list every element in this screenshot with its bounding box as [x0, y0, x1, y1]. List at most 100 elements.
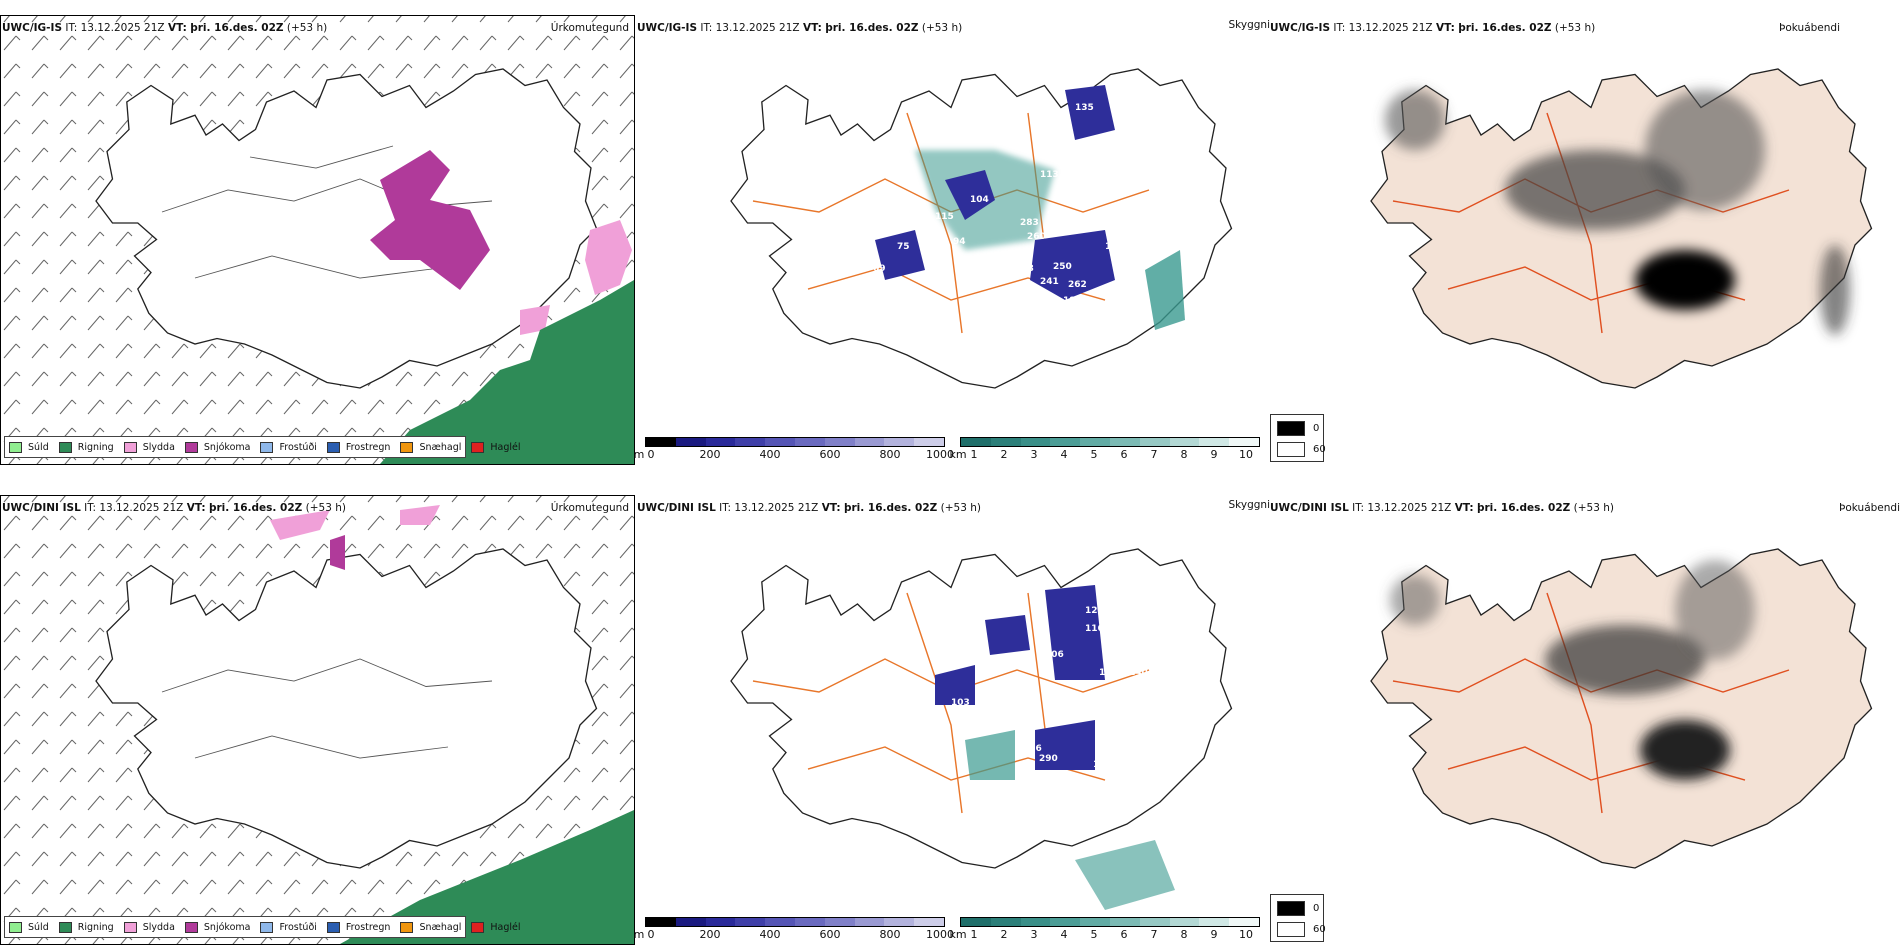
tick-label: 0: [647, 448, 655, 461]
cloud-label: 75: [897, 242, 910, 252]
cloud-label: 166: [1023, 744, 1042, 754]
panel-header: UWC/DINI ISL IT: 13.12.2025 21Z VT: þri.…: [637, 502, 981, 514]
tick-label: 0: [647, 928, 655, 941]
cloud-label: 262: [1068, 280, 1087, 290]
tick-label: 800: [879, 448, 901, 461]
legend-swatch: [123, 441, 137, 453]
tick-label: 800: [879, 928, 901, 941]
legend-swatch: [123, 921, 137, 933]
fog-panel-bottom: UWC/DINI ISL IT: 13.12.2025 21Z VT: þri.…: [1265, 480, 1900, 950]
panel-header: UWC/DINI ISL IT: 13.12.2025 21Z VT: þri.…: [1270, 502, 1614, 514]
visibility-m-ticks: m 0 200 400 600 800 1000: [633, 448, 955, 462]
tick-label: 7: [1150, 448, 1158, 461]
tick-label: 10: [1239, 928, 1253, 941]
visibility-km-colorbar: [960, 917, 1260, 927]
iceland-visibility-map: [730, 548, 1233, 910]
map-frame: [0, 15, 635, 465]
legend-label: Súld: [28, 921, 49, 933]
tick-label: 200: [699, 928, 721, 941]
visibility-m-colorbar: [645, 437, 945, 447]
cloud-label: 106: [1045, 650, 1064, 660]
precip-legend: Súld Rigning Slydda Snjókoma Frostúði Fr…: [4, 916, 521, 938]
tick-label: 600: [819, 448, 841, 461]
legend-label: Slydda: [142, 441, 175, 453]
tick-label: 5: [1090, 448, 1098, 461]
panel-title: Þokuábendi: [1779, 22, 1840, 34]
cloud-label: 250: [1053, 262, 1072, 272]
fog-legend-label: 60: [1313, 924, 1326, 935]
cloud-label: 88: [1209, 322, 1222, 332]
tick-label: 4: [1060, 448, 1068, 461]
fog-legend-bottom: 0 60: [1270, 894, 1326, 942]
cloud-label: 113: [1040, 170, 1059, 180]
panel-header: UWC/IG-IS IT: 13.12.2025 21Z VT: þri. 16…: [1270, 22, 1596, 34]
cloud-label: 183: [1063, 296, 1082, 306]
tick-label: 600: [819, 928, 841, 941]
tick-label: 8: [1180, 448, 1188, 461]
legend-label: Snæhagl: [419, 441, 462, 453]
visibility-km-ticks: km 1 2 3 4 5 6 7 8 9 10: [949, 928, 1270, 942]
panel-title: Þokuábendi: [1839, 502, 1900, 514]
cloud-label: 103: [951, 698, 970, 708]
legend-swatch: [260, 441, 274, 453]
cloud-label: 93: [1047, 210, 1060, 220]
legend-label: Frostúði: [279, 441, 317, 453]
legend-swatch: [58, 441, 72, 453]
precip-type-panel-top: UWC/IG-IS IT: 13.12.2025 21Z VT: þri. 16…: [0, 0, 635, 470]
fog-legend-top: 0 60: [1270, 414, 1326, 462]
tick-label: 4: [1060, 928, 1068, 941]
map-frame: [0, 495, 635, 945]
visibility-m-ticks: m 0 200 400 600 800 1000: [634, 928, 955, 942]
legend-swatch: [184, 921, 198, 933]
sleet-area: [270, 505, 440, 540]
cloud-label: 283: [1020, 218, 1039, 228]
sleet-area-2: [520, 305, 550, 335]
cloud-label: 136: [1113, 264, 1132, 274]
unit-label: m: [633, 448, 645, 461]
legend-label: Slydda: [142, 921, 175, 933]
precip-type-panel-bottom: UWC/DINI ISL IT: 13.12.2025 21Z VT: þri.…: [0, 480, 635, 950]
iceland-fog-map: [1370, 68, 1873, 389]
visibility-panel-bottom: UWC/DINI ISL IT: 13.12.2025 21Z VT: þri.…: [634, 480, 1270, 950]
cloud-label: 115: [935, 212, 954, 222]
unit-label: km: [949, 928, 967, 941]
legend-label: Snæhagl: [419, 921, 462, 933]
rain-area: [340, 810, 634, 944]
precip-legend: Súld Rigning Slydda Snjókoma Frostúði Fr…: [4, 436, 521, 458]
iceland-precip-map: [1, 496, 634, 944]
tick-label: 8: [1180, 928, 1188, 941]
legend-label: Snjókoma: [203, 921, 251, 933]
tick-label: 1000: [926, 928, 954, 941]
cloud-label: 260: [1027, 232, 1046, 242]
cloud-label: 104: [970, 195, 989, 205]
tick-label: 1: [970, 448, 978, 461]
cloud-label: 69: [873, 264, 886, 274]
cloud-label: 128: [1015, 264, 1034, 274]
legend-label: Rigning: [77, 921, 114, 933]
legend-swatch: [471, 441, 485, 453]
cloud-label: 124: [1105, 242, 1124, 252]
sleet-area: [585, 220, 632, 295]
legend-swatch: [9, 921, 22, 933]
snow-area: [330, 535, 345, 570]
panel-title: Skyggni: [1228, 19, 1271, 31]
cloud-label: 104: [1115, 744, 1134, 754]
panel-header: UWC/IG-IS IT: 13.12.2025 21Z VT: þri. 16…: [637, 22, 963, 34]
tick-label: 400: [759, 928, 781, 941]
legend-swatch: [9, 441, 22, 453]
tick-label: 9: [1210, 448, 1218, 461]
legend-label: Frostregn: [345, 921, 391, 933]
visibility-km-ticks: km 1 2 3 4 5 6 7 8 9 10: [949, 448, 1270, 462]
tick-label: 9: [1210, 928, 1218, 941]
visibility-panel-top: UWC/IG-IS IT: 13.12.2025 21Z VT: þri. 16…: [633, 0, 1271, 470]
iceland-fog-map: [1370, 548, 1873, 869]
fog-legend-label: 60: [1313, 444, 1326, 455]
cloud-label: 116: [1085, 624, 1104, 634]
tick-label: 3: [1030, 448, 1038, 461]
tick-label: 1000: [926, 448, 954, 461]
fog-legend-label: 0: [1313, 423, 1320, 434]
rain-area: [380, 280, 634, 464]
fog-panel-top: UWC/IG-IS IT: 13.12.2025 21Z VT: þri. 16…: [1265, 0, 1900, 470]
fog-legend-label: 0: [1313, 903, 1320, 914]
tick-label: 200: [699, 448, 721, 461]
